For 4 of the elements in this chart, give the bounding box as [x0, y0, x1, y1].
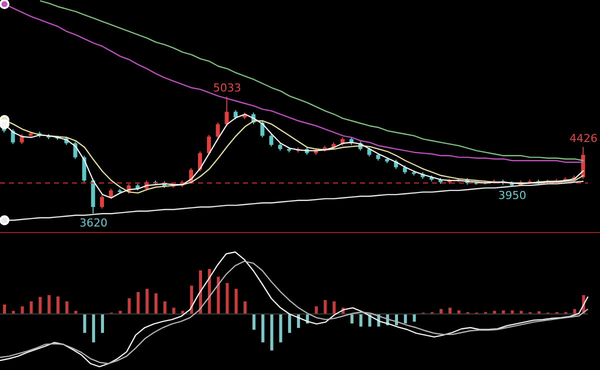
annotation: 5033	[213, 82, 242, 95]
annotation: 4426	[570, 132, 598, 145]
annotation: 3620	[80, 216, 108, 230]
annotation: 3950	[498, 189, 526, 202]
